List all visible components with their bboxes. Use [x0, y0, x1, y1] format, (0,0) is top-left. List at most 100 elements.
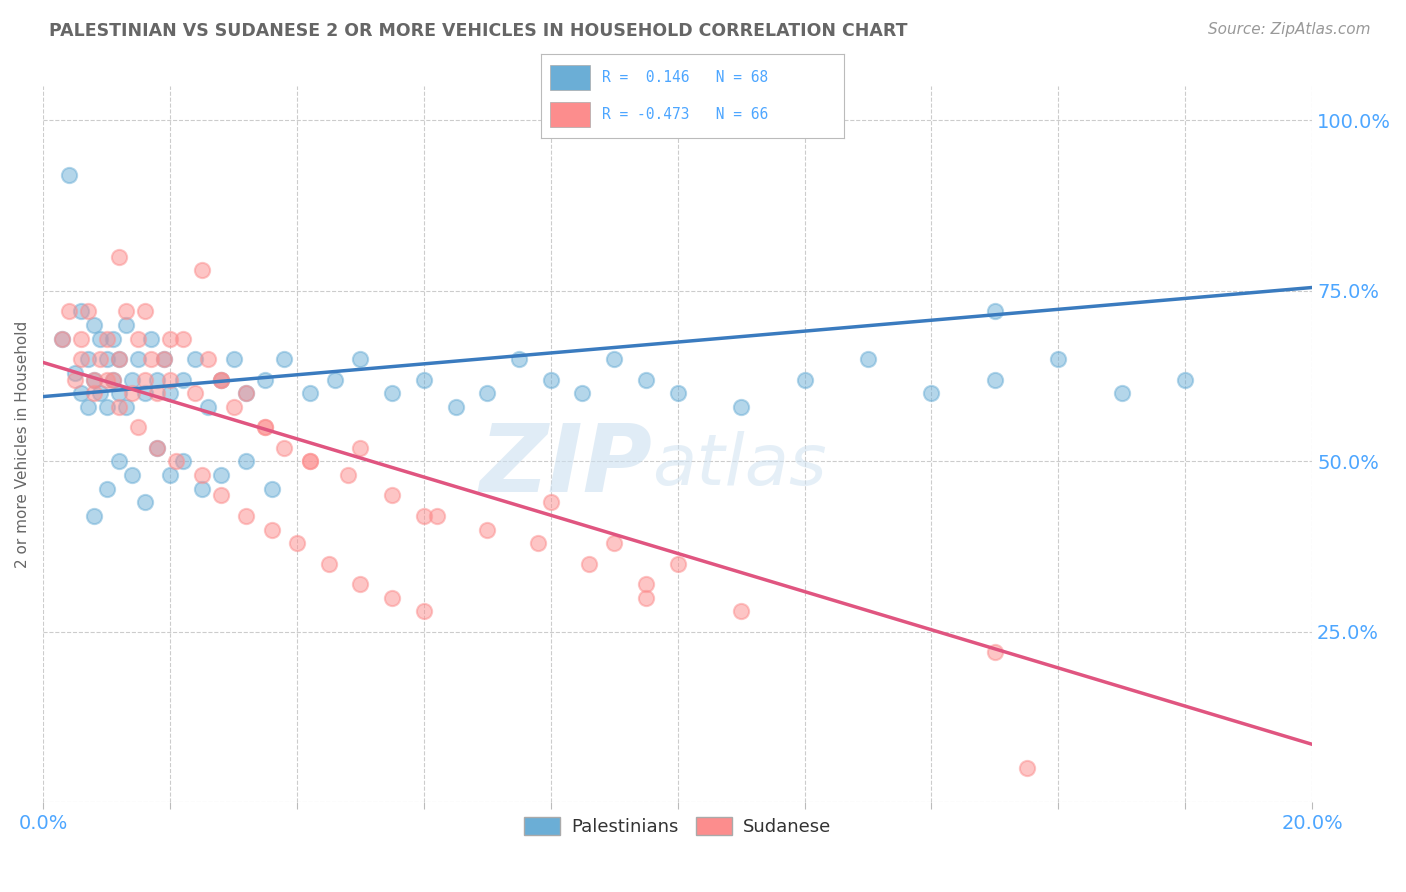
Point: [146, 372, 169, 386]
Point: [323, 372, 346, 386]
Point: [1174, 372, 1197, 386]
Point: [159, 372, 181, 386]
Point: [349, 441, 371, 455]
Point: [121, 372, 143, 386]
Point: [235, 386, 257, 401]
Point: [159, 332, 181, 346]
Point: [666, 557, 689, 571]
Point: [273, 352, 295, 367]
Point: [209, 372, 232, 386]
Point: [146, 441, 169, 455]
Point: [508, 352, 530, 367]
Point: [666, 386, 689, 401]
Point: [381, 386, 404, 401]
Point: [83, 386, 105, 401]
Point: [1047, 352, 1070, 367]
Point: [540, 495, 562, 509]
Point: [152, 352, 174, 367]
Point: [70, 386, 93, 401]
Point: [571, 386, 593, 401]
Point: [984, 372, 1007, 386]
Point: [412, 604, 434, 618]
Point: [172, 454, 194, 468]
Point: [298, 454, 321, 468]
Point: [578, 557, 600, 571]
Point: [70, 352, 93, 367]
Point: [83, 508, 105, 523]
Point: [184, 386, 207, 401]
Y-axis label: 2 or more Vehicles in Household: 2 or more Vehicles in Household: [15, 321, 30, 568]
Point: [209, 372, 232, 386]
Point: [603, 352, 626, 367]
Point: [1015, 761, 1038, 775]
Point: [96, 482, 118, 496]
Point: [134, 372, 156, 386]
Point: [634, 591, 657, 605]
Point: [114, 304, 136, 318]
Point: [76, 352, 98, 367]
Point: [254, 420, 277, 434]
Point: [235, 386, 257, 401]
Point: [139, 352, 162, 367]
Point: [114, 318, 136, 332]
Text: R = -0.473   N = 66: R = -0.473 N = 66: [602, 107, 768, 122]
Point: [222, 400, 245, 414]
Point: [634, 577, 657, 591]
Point: [172, 332, 194, 346]
Point: [634, 372, 657, 386]
Point: [254, 420, 277, 434]
Point: [63, 372, 86, 386]
Point: [83, 318, 105, 332]
Point: [83, 372, 105, 386]
Point: [114, 400, 136, 414]
Point: [209, 468, 232, 483]
Point: [412, 508, 434, 523]
Point: [89, 332, 111, 346]
Point: [121, 468, 143, 483]
Point: [76, 304, 98, 318]
Point: [134, 386, 156, 401]
Point: [381, 488, 404, 502]
Point: [298, 386, 321, 401]
Point: [235, 454, 257, 468]
Point: [70, 332, 93, 346]
Point: [984, 304, 1007, 318]
Point: [477, 523, 499, 537]
Point: [96, 332, 118, 346]
Point: [793, 372, 815, 386]
Point: [235, 508, 257, 523]
Point: [159, 468, 181, 483]
Point: [108, 454, 131, 468]
Point: [101, 372, 124, 386]
Point: [96, 400, 118, 414]
Point: [76, 400, 98, 414]
Point: [89, 352, 111, 367]
Point: [121, 386, 143, 401]
Point: [165, 454, 187, 468]
Point: [58, 304, 80, 318]
Point: [197, 400, 219, 414]
Point: [108, 400, 131, 414]
Point: [101, 332, 124, 346]
Point: [127, 332, 149, 346]
Point: [477, 386, 499, 401]
Point: [285, 536, 308, 550]
Point: [222, 352, 245, 367]
Point: [108, 386, 131, 401]
Text: atlas: atlas: [652, 432, 827, 500]
Point: [127, 420, 149, 434]
Point: [134, 304, 156, 318]
Point: [209, 488, 232, 502]
Point: [349, 577, 371, 591]
Point: [444, 400, 467, 414]
Point: [146, 386, 169, 401]
Point: [984, 645, 1007, 659]
Point: [63, 366, 86, 380]
Point: [920, 386, 942, 401]
Point: [58, 168, 80, 182]
Point: [273, 441, 295, 455]
Point: [191, 468, 214, 483]
Point: [51, 332, 73, 346]
Point: [412, 372, 434, 386]
Text: R =  0.146   N = 68: R = 0.146 N = 68: [602, 70, 768, 85]
